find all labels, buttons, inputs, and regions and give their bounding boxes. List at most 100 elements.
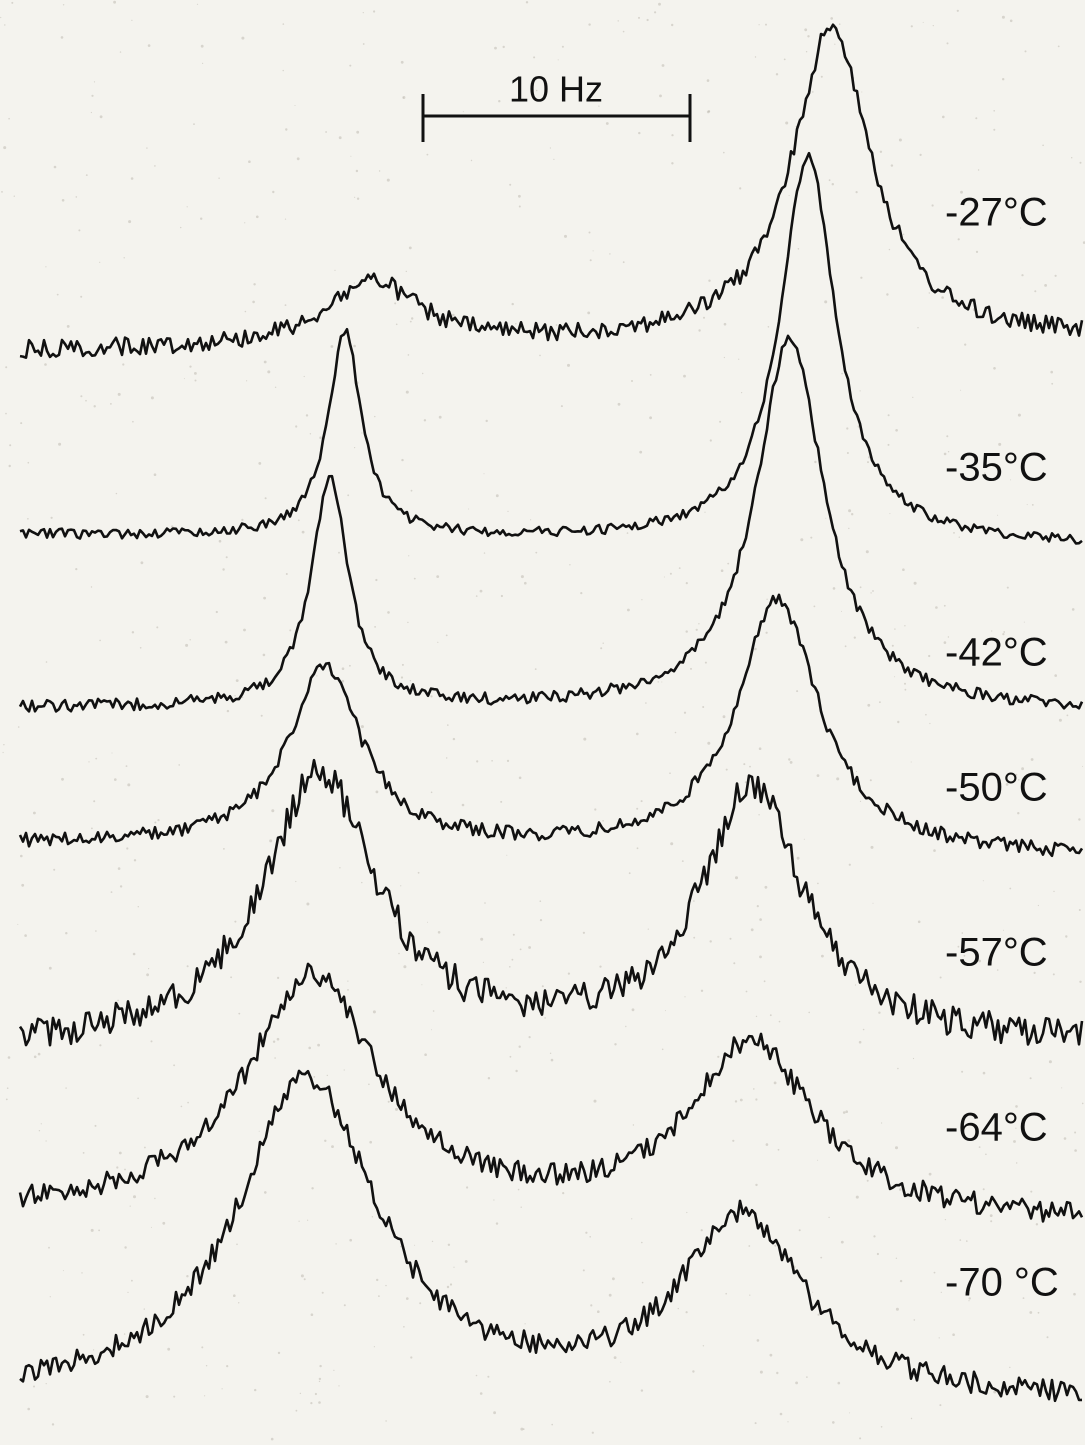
speck <box>356 130 360 134</box>
speck <box>264 1191 267 1194</box>
speck <box>539 354 541 357</box>
speck <box>1051 382 1054 385</box>
speck <box>800 538 804 542</box>
speck <box>759 955 762 959</box>
speck <box>137 906 139 908</box>
speck <box>91 94 94 97</box>
speck <box>975 250 979 253</box>
speck <box>755 1098 758 1101</box>
speck <box>318 1377 322 1381</box>
speck <box>528 946 531 949</box>
speck <box>872 590 874 592</box>
speck <box>8 464 11 468</box>
speck <box>180 1105 183 1108</box>
speck <box>541 985 544 988</box>
speck <box>797 248 800 250</box>
speck <box>362 43 365 45</box>
speck <box>387 611 390 614</box>
speck <box>145 1395 149 1399</box>
speck <box>912 396 914 398</box>
spectrum-trace <box>18 334 1084 713</box>
speck <box>371 1216 374 1218</box>
speck <box>617 20 619 22</box>
spectrum-trace <box>18 962 1084 1223</box>
speck <box>319 1364 322 1368</box>
speck <box>518 205 521 208</box>
speck <box>314 1392 317 1396</box>
speck <box>423 419 427 422</box>
speck <box>1035 1223 1039 1226</box>
speck <box>848 527 850 530</box>
speck <box>775 73 779 76</box>
speck <box>82 710 84 712</box>
speck <box>759 1370 763 1374</box>
speck <box>991 630 993 632</box>
speck <box>276 1037 280 1041</box>
speck <box>588 23 591 26</box>
speck <box>928 1172 932 1176</box>
speck <box>1054 674 1057 677</box>
speck <box>4 24 6 26</box>
speck <box>683 374 686 378</box>
speck <box>484 902 486 904</box>
speck <box>511 958 514 961</box>
speck <box>263 596 266 600</box>
speck <box>564 234 567 238</box>
speck <box>495 1222 499 1225</box>
speck <box>437 931 441 934</box>
speck <box>895 1307 899 1311</box>
speck <box>132 420 134 423</box>
speck <box>766 598 768 600</box>
speck <box>313 1076 316 1078</box>
speck <box>855 1195 859 1199</box>
speck <box>3 744 5 746</box>
speck <box>48 1246 50 1249</box>
speck <box>50 516 53 519</box>
speck <box>524 581 527 585</box>
speck <box>296 157 300 161</box>
speck <box>338 1385 340 1387</box>
speck <box>495 494 499 498</box>
speck <box>946 435 949 438</box>
speck <box>494 46 497 50</box>
speck <box>394 302 397 305</box>
speck <box>678 567 681 569</box>
speck <box>356 197 360 200</box>
speck <box>848 863 851 866</box>
speck <box>1018 779 1020 781</box>
speck <box>395 922 397 924</box>
speck <box>725 1292 727 1295</box>
speck <box>20 854 23 858</box>
speck <box>917 327 919 329</box>
speck <box>1015 1127 1017 1129</box>
speck <box>738 358 740 360</box>
speck <box>246 380 248 382</box>
speck <box>1023 621 1025 623</box>
speck <box>1001 15 1005 19</box>
speck <box>846 452 849 454</box>
speck <box>61 199 65 202</box>
speck <box>90 111 92 114</box>
speck <box>53 868 56 871</box>
speck <box>75 568 78 571</box>
speck <box>235 679 239 682</box>
speck <box>375 790 379 794</box>
speck <box>830 17 833 20</box>
speck <box>1026 504 1028 506</box>
speck <box>846 427 849 430</box>
speck <box>410 489 413 492</box>
speck <box>421 984 423 986</box>
speck <box>1082 765 1084 767</box>
speck <box>117 392 121 396</box>
speck <box>417 871 420 874</box>
speck <box>1 191 3 193</box>
speck <box>374 626 376 628</box>
speck <box>944 1219 947 1221</box>
speck <box>657 681 659 683</box>
speck <box>525 1 529 4</box>
speck <box>118 1151 122 1155</box>
speck <box>555 324 558 326</box>
speck <box>817 1313 820 1316</box>
speck <box>482 961 484 964</box>
temperature-label: -57°C <box>945 931 1048 975</box>
